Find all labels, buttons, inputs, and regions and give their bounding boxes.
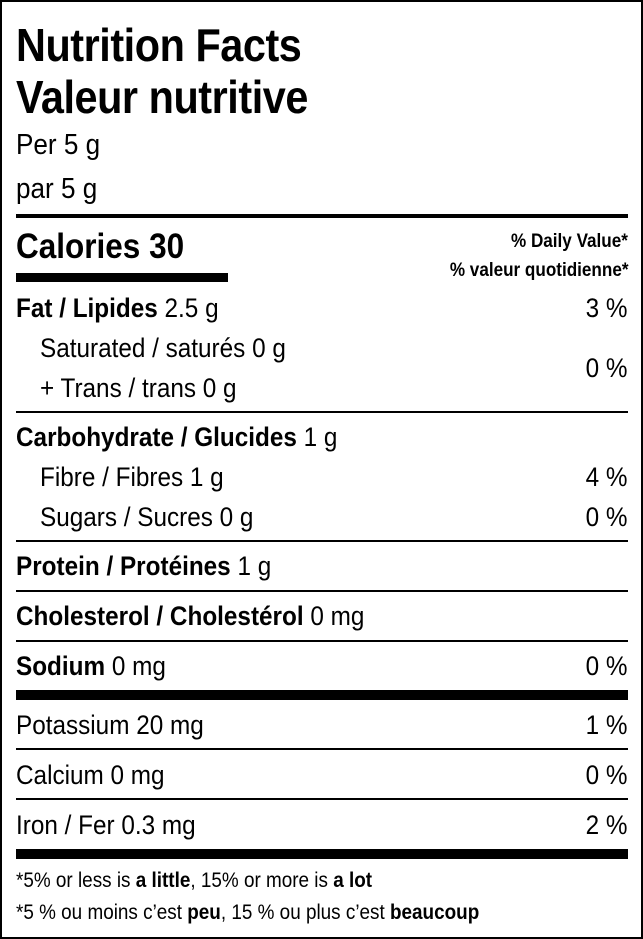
serving-en: Per 5 g	[16, 129, 101, 161]
sodium-dv: 0 %	[586, 651, 628, 681]
protein-label: Protein / Protéines	[16, 551, 231, 581]
calcium-label: Calcium	[16, 760, 104, 790]
sodium-row: Sodium 0 mg	[16, 653, 166, 680]
divider	[16, 798, 628, 800]
calcium-dv: 0 %	[586, 760, 628, 790]
iron-dv: 2 %	[586, 810, 628, 840]
trans-amount: 0 g	[202, 373, 237, 403]
calories-label: Calories	[16, 227, 141, 266]
calcium-row: Calcium 0 mg	[16, 762, 165, 789]
divider-thick	[16, 214, 628, 218]
divider	[16, 748, 628, 750]
title-fr: Valeur nutritive	[16, 71, 308, 123]
sat-trans-dv: 0 %	[586, 353, 628, 383]
footnote-bold: a lot	[333, 869, 373, 892]
divider-thick	[16, 849, 628, 859]
daily-value-en: % Daily Value*	[511, 231, 628, 252]
sugars-row: Sugars / Sucres 0 g	[40, 504, 253, 531]
protein-amount: 1 g	[237, 551, 272, 581]
divider-thick	[16, 690, 628, 700]
potassium-label: Potassium	[16, 710, 130, 740]
sodium-label: Sodium	[16, 651, 106, 681]
sodium-amount: 0 mg	[111, 651, 166, 681]
calories-value: 30	[149, 227, 185, 266]
footnote-text: , 15% or more is	[190, 869, 334, 892]
title-en: Nutrition Facts	[16, 19, 302, 71]
footnote-text: *5% or less is	[16, 869, 136, 892]
calories: Calories 30	[16, 229, 184, 264]
sugars-label: Sugars / Sucres	[40, 502, 213, 532]
cholesterol-label: Cholesterol / Cholestérol	[16, 601, 304, 631]
footnote-bold: beaucoup	[389, 901, 480, 924]
footnote-text: , 15 % ou plus c’est	[220, 901, 390, 924]
footnote-fr: *5 % ou moins c’est peu, 15 % ou plus c’…	[16, 902, 479, 923]
iron-label: Iron / Fer	[16, 810, 115, 840]
potassium-dv: 1 %	[586, 710, 628, 740]
fat-dv: 3 %	[586, 293, 628, 323]
sugars-amount: 0 g	[219, 502, 254, 532]
footnote-bold: peu	[187, 901, 221, 924]
cholesterol-row: Cholesterol / Cholestérol 0 mg	[16, 603, 364, 630]
fibre-dv: 4 %	[586, 462, 628, 492]
footnote-text: *5 % ou moins c’est	[16, 901, 188, 924]
carbohydrate-amount: 1 g	[303, 422, 338, 452]
carbohydrate-row: Carbohydrate / Glucides 1 g	[16, 424, 337, 451]
divider	[16, 411, 628, 413]
divider	[16, 590, 628, 592]
divider	[16, 540, 628, 542]
calcium-amount: 0 mg	[110, 760, 165, 790]
fat-label: Fat / Lipides	[16, 293, 158, 323]
footnote-bold: a little	[135, 869, 191, 892]
fibre-label: Fibre / Fibres	[40, 462, 184, 492]
divider	[16, 640, 628, 642]
iron-amount: 0.3 mg	[121, 810, 196, 840]
protein-row: Protein / Protéines 1 g	[16, 553, 271, 580]
serving-fr: par 5 g	[16, 173, 98, 205]
iron-row: Iron / Fer 0.3 mg	[16, 812, 196, 839]
sugars-dv: 0 %	[586, 502, 628, 532]
saturated-row: Saturated / saturés 0 g	[40, 335, 286, 362]
trans-row: + Trans / trans 0 g	[40, 375, 237, 402]
daily-value-fr: % valeur quotidienne*	[449, 260, 628, 281]
fibre-row: Fibre / Fibres 1 g	[40, 464, 224, 491]
potassium-amount: 20 mg	[136, 710, 204, 740]
saturated-amount: 0 g	[252, 333, 286, 363]
fat-row: Fat / Lipides 2.5 g	[16, 295, 219, 322]
saturated-label: Saturated / saturés	[40, 333, 246, 363]
trans-label: + Trans / trans	[40, 373, 196, 403]
potassium-row: Potassium 20 mg	[16, 712, 204, 739]
fibre-amount: 1 g	[189, 462, 224, 492]
cholesterol-amount: 0 mg	[310, 601, 365, 631]
calories-underline	[16, 273, 228, 282]
footnote-en: *5% or less is a little, 15% or more is …	[16, 870, 372, 891]
fat-amount: 2.5 g	[164, 293, 219, 323]
carbohydrate-label: Carbohydrate / Glucides	[16, 422, 297, 452]
